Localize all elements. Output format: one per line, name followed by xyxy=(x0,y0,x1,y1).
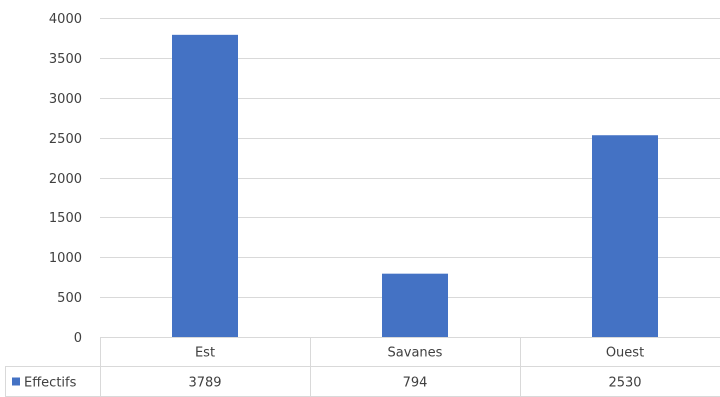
bar-est xyxy=(172,34,238,338)
y-tick-label: 1500 xyxy=(49,211,82,226)
data-table-value: 3789 xyxy=(188,376,221,391)
y-axis-tick-labels: 0 500 1000 1500 2000 2500 3000 3500 4000 xyxy=(49,12,82,346)
bar-savanes xyxy=(382,273,448,337)
data-table-value: 794 xyxy=(403,376,428,391)
category-label: Ouest xyxy=(606,346,644,361)
bar-ouest xyxy=(592,135,658,337)
category-label: Savanes xyxy=(388,346,443,361)
y-tick-label: 500 xyxy=(57,291,82,306)
y-tick-label: 2000 xyxy=(49,172,82,187)
category-label: Est xyxy=(195,346,215,361)
y-tick-label: 0 xyxy=(74,331,82,346)
y-tick-label: 2500 xyxy=(49,132,82,147)
y-tick-label: 4000 xyxy=(49,12,82,27)
legend-swatch xyxy=(12,377,20,386)
bars xyxy=(172,34,658,338)
legend-series-name: Effectifs xyxy=(24,376,77,391)
data-table: Est Savanes Ouest 3789 794 2530 Effectifs xyxy=(5,337,720,397)
y-tick-label: 3500 xyxy=(49,52,82,67)
data-table-value: 2530 xyxy=(608,376,641,391)
y-tick-label: 1000 xyxy=(49,251,82,266)
y-tick-label: 3000 xyxy=(49,92,82,107)
